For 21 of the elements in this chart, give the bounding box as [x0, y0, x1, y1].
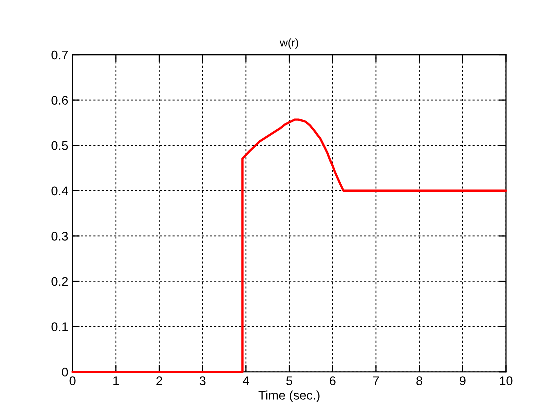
- x-tick-label: 7: [373, 376, 380, 386]
- x-tick-label: 1: [114, 376, 120, 386]
- x-tick-label: 10: [500, 376, 513, 386]
- x-tick-label: 5: [286, 376, 292, 386]
- x-axis-title: Time (sec.): [258, 390, 320, 402]
- y-tick-label: 0.5: [52, 141, 68, 150]
- y-tick-label: 0.7: [52, 50, 68, 60]
- y-tick-label: 0.4: [52, 186, 68, 196]
- chart-title: w(r): [280, 38, 298, 49]
- y-tick-label: 0.2: [52, 277, 68, 286]
- y-tick-label: 0.3: [52, 232, 68, 241]
- y-tick-label: 0.1: [52, 322, 68, 332]
- x-tick-label: 2: [156, 376, 162, 386]
- x-tick-label: 4: [242, 376, 250, 386]
- y-tick-label: 0.6: [52, 96, 68, 105]
- x-tick-label: 6: [330, 376, 336, 386]
- x-tick-label: 3: [200, 376, 206, 386]
- x-tick-label: 0: [70, 376, 76, 386]
- y-tick-label: 0: [62, 368, 68, 377]
- x-tick-label: 8: [416, 376, 422, 386]
- x-tick-label: 9: [460, 376, 466, 386]
